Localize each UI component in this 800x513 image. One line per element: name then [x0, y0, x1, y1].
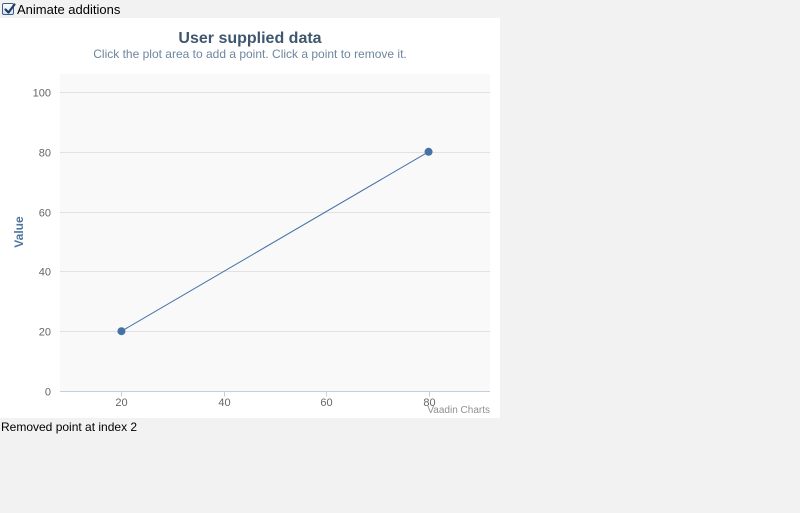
animate-additions-label: Animate additions	[17, 1, 121, 17]
y-axis-ticks: 0 20 40 60 80 100	[33, 88, 51, 399]
x-tick-label: 40	[218, 397, 230, 409]
y-tick-label: 0	[45, 387, 51, 399]
line-chart[interactable]: 0 20 40 60 80 100 20 40 60 80 User supplied data…	[0, 18, 500, 418]
y-tick-label: 100	[33, 88, 51, 100]
series-line	[121, 151, 429, 332]
y-axis-title: Value	[12, 216, 26, 248]
data-point[interactable]	[424, 147, 433, 156]
series-group[interactable]	[117, 147, 433, 336]
data-point[interactable]	[117, 327, 126, 336]
chart-subtitle: Click the plot area to add a point. Clic…	[93, 47, 407, 61]
y-tick-label: 20	[39, 327, 51, 339]
credits-link[interactable]: Vaadin Charts	[427, 405, 490, 416]
chart-title: User supplied data	[178, 30, 321, 47]
gridlines	[60, 92, 490, 332]
x-axis-ticks: 20 40 60 80	[115, 391, 436, 409]
checkmark-icon	[4, 3, 16, 14]
x-tick-label: 20	[115, 397, 127, 409]
y-tick-label: 60	[39, 208, 51, 220]
chart-panel[interactable]: 0 20 40 60 80 100 20 40 60 80 User supplied data…	[0, 18, 500, 418]
y-tick-label: 80	[39, 148, 51, 160]
plot-area[interactable]	[60, 74, 490, 392]
animate-additions-toggle[interactable]: Animate additions	[2, 1, 120, 17]
status-message: Removed point at index 2	[1, 420, 138, 434]
animate-additions-checkbox[interactable]	[2, 3, 16, 15]
y-tick-label: 40	[39, 267, 51, 279]
x-tick-label: 80	[423, 397, 435, 409]
x-tick-label: 60	[320, 397, 332, 409]
